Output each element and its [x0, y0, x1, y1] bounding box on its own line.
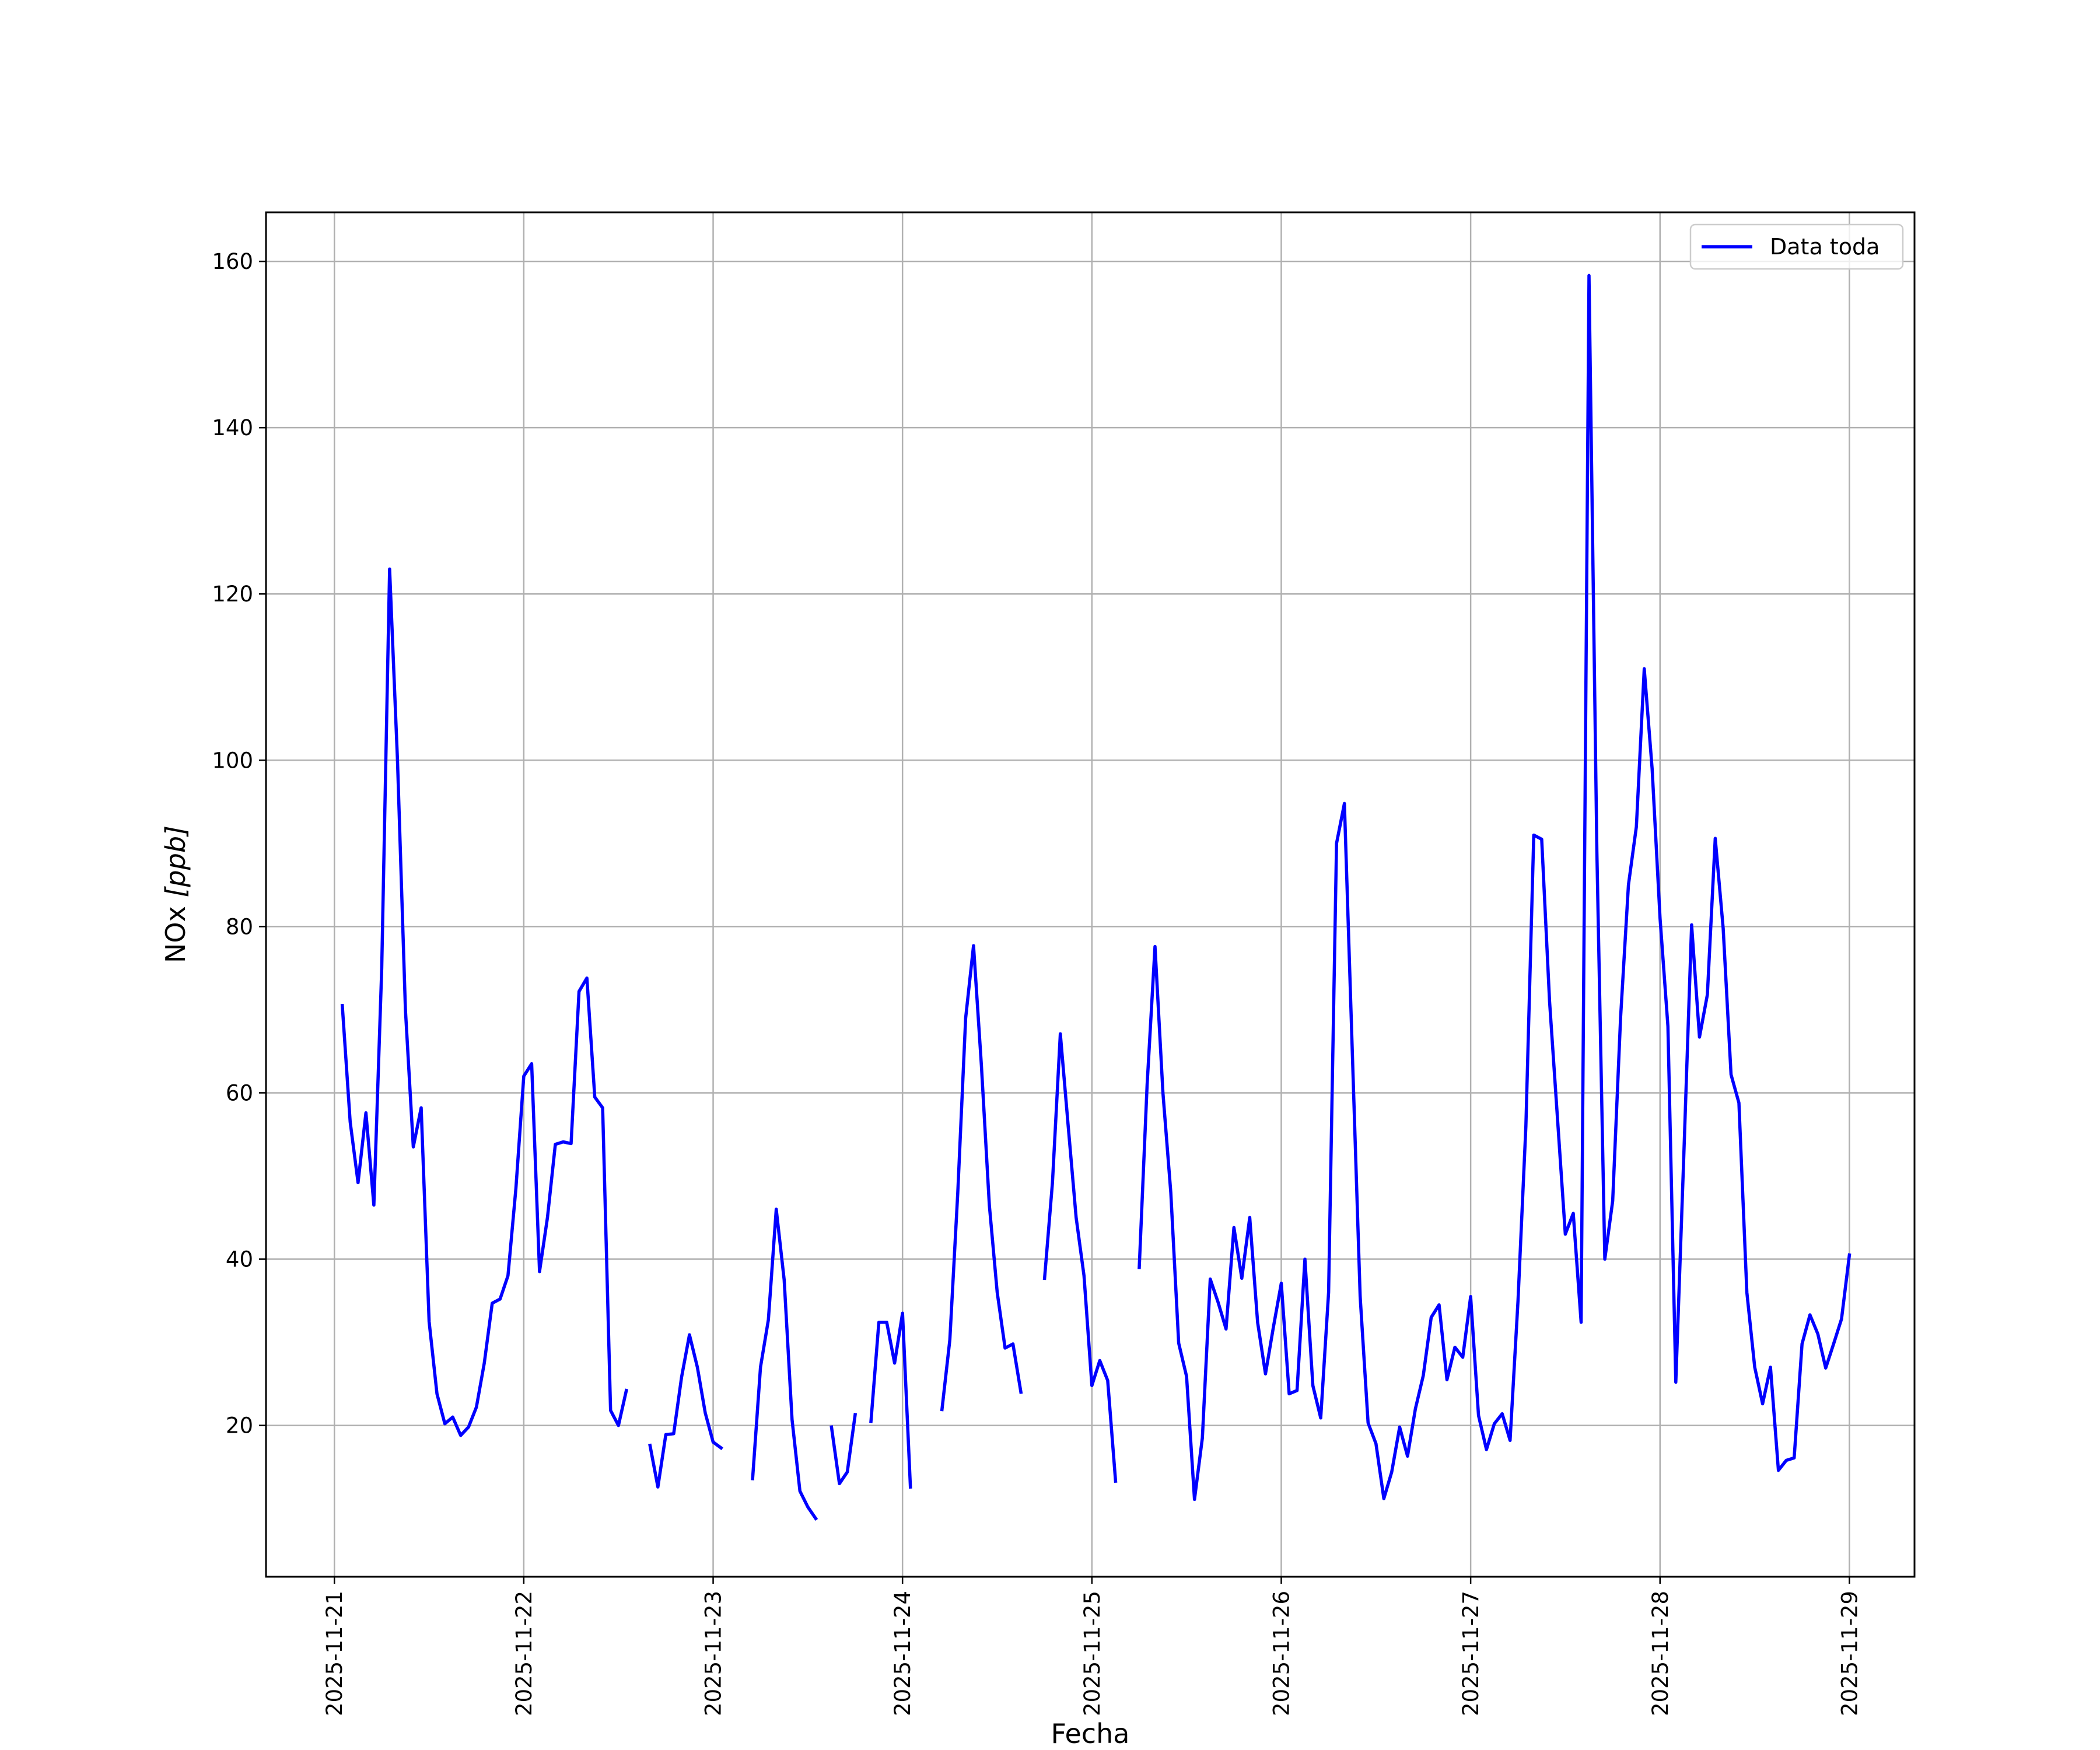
y-tick-label: 60: [226, 1080, 253, 1105]
series-layer: [340, 274, 1852, 1521]
series-line-data-toda: [1042, 1032, 1118, 1483]
x-tick-label: 2025-11-26: [1269, 1591, 1294, 1716]
series-line-data-toda: [648, 1333, 723, 1489]
series-line-data-toda: [751, 1208, 818, 1521]
series-line-data-toda: [340, 567, 628, 1437]
legend-box: [1689, 223, 1904, 270]
y-tick-label: 120: [212, 582, 253, 607]
plot-area-frame: [265, 211, 1916, 1578]
series-line-data-toda: [940, 944, 1023, 1412]
x-tick-label: 2025-11-24: [890, 1591, 915, 1716]
x-axis-label: Fecha: [1051, 1718, 1130, 1749]
x-tick-label: 2025-11-22: [512, 1591, 537, 1716]
legend: Data toda: [1689, 223, 1904, 270]
y-tick-label: 80: [226, 914, 253, 939]
x-tick-label: 2025-11-29: [1837, 1591, 1862, 1716]
x-tick-label: 2025-11-23: [701, 1591, 726, 1716]
series-line-data-toda: [869, 1311, 912, 1489]
y-tick-label: 20: [226, 1413, 253, 1438]
y-axis-label: NOx [ppb]: [160, 825, 191, 963]
y-axis-label-unit: [ppb]: [160, 825, 191, 898]
series-line-data-toda: [1138, 274, 1852, 1502]
y-tick-label: 140: [212, 415, 253, 440]
y-axis: 20 40 60 80 100 120 140 160: [212, 249, 266, 1438]
x-tick-label: 2025-11-27: [1458, 1591, 1483, 1716]
y-tick-label: 100: [212, 748, 253, 773]
series-line-data-toda: [830, 1413, 858, 1486]
x-axis: 2025-11-21 2025-11-22 2025-11-23 2025-11-24…: [322, 1577, 1862, 1716]
x-tick-label: 2025-11-28: [1648, 1591, 1673, 1716]
x-tick-label: 2025-11-21: [322, 1591, 347, 1716]
y-tick-label: 40: [226, 1247, 253, 1272]
legend-label-data-toda: Data toda: [1770, 234, 1880, 260]
y-axis-label-main: NOx: [160, 898, 191, 963]
x-tick-label: 2025-11-25: [1080, 1591, 1105, 1716]
y-tick-label: 160: [212, 249, 253, 274]
